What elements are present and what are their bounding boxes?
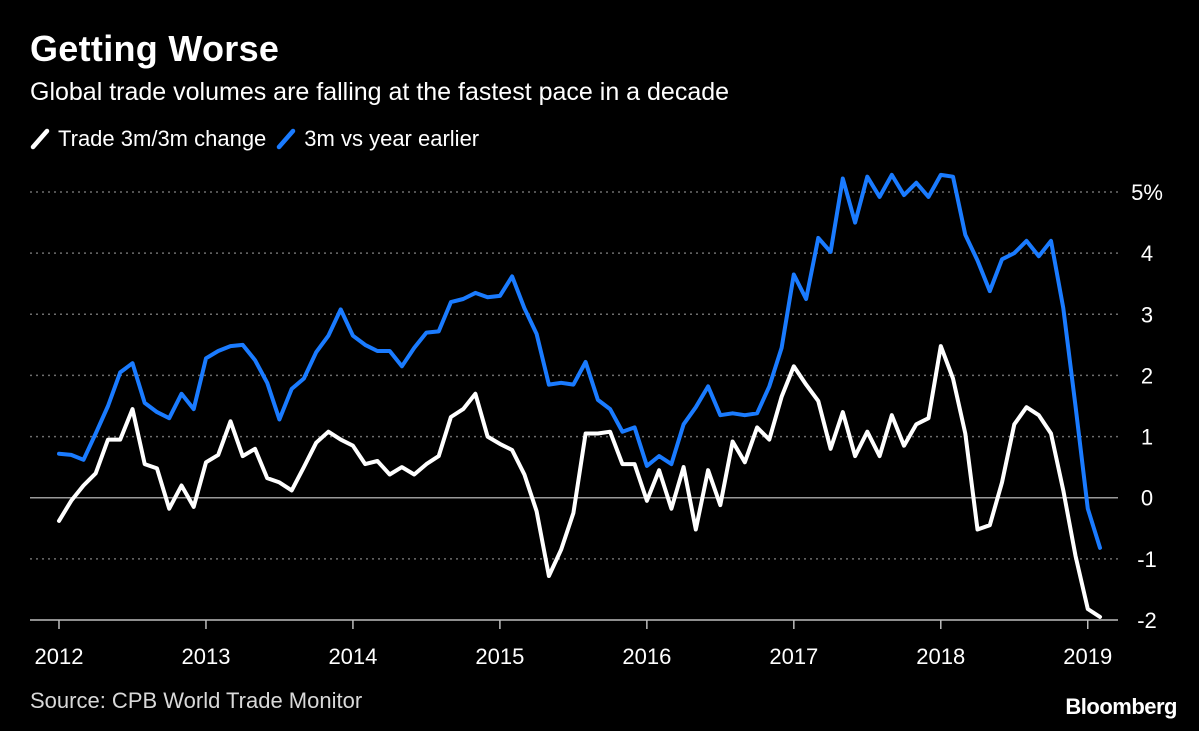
bloomberg-logo: Bloomberg [1065, 694, 1177, 719]
x-tick-label: 2012 [35, 644, 84, 669]
x-tick-label: 2015 [475, 644, 524, 669]
y-tick-label: 4 [1141, 241, 1153, 266]
y-tick-label: -2 [1137, 608, 1157, 633]
y-tick-label: 0 [1141, 486, 1153, 511]
series-line-yoy [57, 172, 1102, 550]
y-tick-label: -1 [1137, 547, 1157, 572]
x-tick-label: 2019 [1063, 644, 1112, 669]
x-tick-label: 2016 [622, 644, 671, 669]
x-tick-label: 2018 [916, 644, 965, 669]
y-tick-label: 2 [1141, 363, 1153, 388]
series-line-trade-3m [57, 344, 1102, 619]
legend-item-trade-3m: Trade 3m/3m change [30, 126, 266, 152]
legend-label-trade-3m: Trade 3m/3m change [58, 126, 267, 151]
y-tick-label: 3 [1141, 302, 1153, 327]
source-note: Source: CPB World Trade Monitor [30, 688, 363, 713]
x-tick-label: 2017 [769, 644, 818, 669]
y-tick-label: 5% [1131, 180, 1163, 205]
chart-subtitle: Global trade volumes are falling at the … [30, 78, 730, 106]
legend-label-yoy: 3m vs year earlier [304, 126, 480, 151]
legend-swatch-white [30, 128, 50, 150]
x-tick-label: 2013 [181, 644, 230, 669]
legend-item-yoy: 3m vs year earlier [276, 126, 479, 152]
chart-title: Getting Worse [30, 28, 280, 69]
y-tick-label: 1 [1141, 425, 1153, 450]
legend-swatch-blue [276, 128, 296, 150]
x-tick-label: 2014 [328, 644, 377, 669]
legend: Trade 3m/3m change 3m vs year earlier [30, 126, 489, 152]
